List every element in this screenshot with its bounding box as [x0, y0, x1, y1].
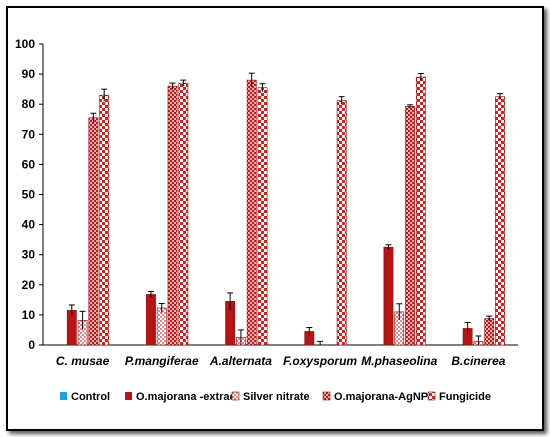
legend-label: Silver nitrate	[243, 391, 310, 403]
legend-label: O.majorana -extract	[136, 391, 240, 403]
bar	[484, 318, 495, 346]
y-tick-label: 100	[15, 37, 35, 51]
category-label: B.cinerea	[451, 354, 505, 368]
y-tick-label: 50	[22, 188, 36, 202]
bars	[66, 72, 505, 346]
legend-swatch	[231, 391, 240, 401]
category-label: M.phaseolina	[361, 354, 437, 368]
bar	[146, 294, 156, 346]
bar	[415, 76, 426, 346]
bar	[99, 94, 110, 346]
legend-swatch	[322, 391, 331, 401]
axes	[39, 43, 518, 346]
y-tick-label: 80	[22, 97, 36, 111]
category-label: C. musae	[56, 354, 110, 368]
bar	[88, 117, 99, 346]
y-tick-label: 40	[22, 218, 36, 232]
category-labels: C. musae P.mangiferae A.alternata F.oxyspor…	[56, 354, 506, 368]
legend-label: Control	[71, 391, 110, 403]
y-tick-label: 30	[22, 248, 36, 262]
legend-swatch	[125, 392, 132, 400]
category-label: F.oxysporum	[283, 354, 357, 368]
tick-labels: 0 10 20 30 40 50 60 70 80 90 100	[15, 37, 35, 352]
bar	[383, 246, 394, 346]
legend-label: Fungicide	[439, 391, 491, 403]
legend-label: O.majorana-AgNPs	[334, 391, 434, 403]
y-tick-label: 60	[22, 157, 36, 171]
bar	[495, 96, 505, 346]
bar	[156, 307, 167, 346]
legend: Control O.majorana -extract Silver nitrate…	[60, 391, 491, 403]
bar	[336, 100, 347, 346]
bar	[246, 79, 257, 346]
y-tick-label: 70	[22, 127, 36, 141]
bar	[405, 106, 415, 346]
legend-swatch	[60, 392, 67, 400]
bar	[167, 85, 178, 346]
bar	[257, 87, 268, 346]
y-tick-label: 10	[22, 308, 36, 322]
y-tick-label: 0	[28, 338, 35, 352]
category-label: A.alternata	[209, 354, 272, 368]
y-tick-label: 20	[22, 278, 36, 292]
bar	[178, 82, 189, 346]
y-tick-label: 90	[22, 67, 36, 81]
category-label: P.mangiferae	[125, 354, 199, 368]
legend-swatch	[427, 391, 436, 401]
